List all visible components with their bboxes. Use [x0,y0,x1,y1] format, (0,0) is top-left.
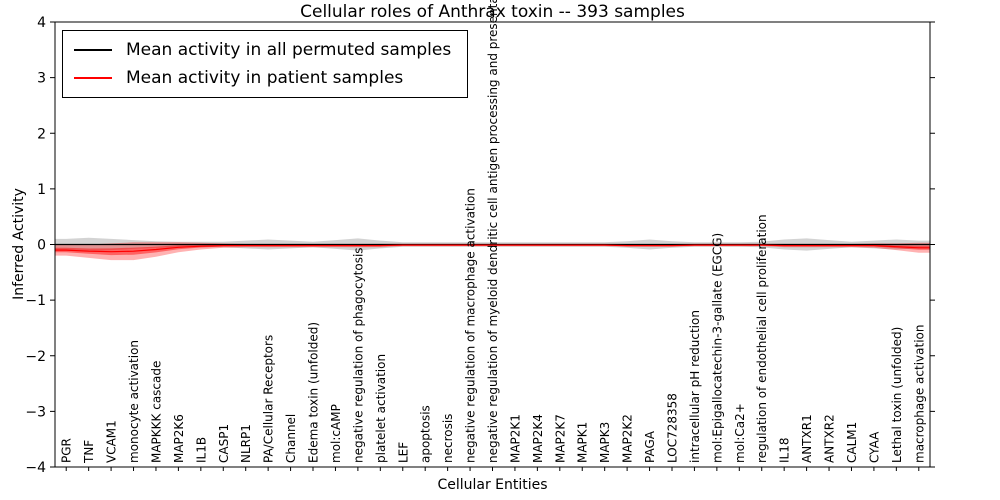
x-tick-label: MAP2K2 [621,414,635,463]
permuted-line-swatch [74,49,112,51]
x-tick-label: MAP2K1 [508,414,522,463]
x-tick-label: Lethal toxin (unfolded) [890,327,904,463]
x-tick-label: mol:cAMP [329,404,343,463]
x-tick-label: MAPK1 [576,422,590,463]
y-tick-label: 4 [37,15,46,31]
y-tick-label: −1 [25,293,46,309]
x-axis-label: Cellular Entities [437,477,548,493]
x-tick-label: LOC728358 [666,393,680,463]
x-tick-label: VCAM1 [105,420,119,463]
x-tick-label: Channel [284,414,298,463]
x-tick-label: regulation of endothelial cell prolifera… [755,214,769,463]
x-tick-label: mol:Ca2+ [733,403,747,463]
violin-patient [55,242,930,261]
legend-label-permuted: Mean activity in all permuted samples [126,40,452,60]
x-tick-label: PAGA [643,430,657,463]
x-tick-label: ANTXR2 [823,414,837,463]
x-tick-label: CYAA [867,431,881,463]
legend-label-patient: Mean activity in patient samples [126,68,404,88]
x-tick-label: MAPKKK cascade [150,361,164,463]
x-tick-label: IL1B [194,437,208,463]
x-tick-label: platelet activation [374,354,388,463]
x-tick-label: MAP2K6 [172,414,186,463]
x-tick-label: apoptosis [419,405,433,463]
y-tick-label: −2 [25,349,46,365]
x-tick-label: negative regulation of myeloid dendritic… [486,0,500,463]
x-tick-label: LEF [396,442,410,463]
x-tick-label: monocyte activation [127,340,141,463]
x-tick-label: negative regulation of phagocytosis [351,247,365,463]
x-tick-label: IL18 [778,438,792,464]
legend-item-patient: Mean activity in patient samples [74,68,451,88]
y-tick-label: 2 [37,126,46,142]
patient-line-swatch [74,77,112,79]
y-axis-label: Inferred Activity [11,188,27,300]
y-tick-label: −4 [25,460,46,476]
x-tick-label: PGR [60,438,74,463]
x-tick-label: MAP2K7 [553,414,567,463]
x-tick-label: MAP2K4 [531,414,545,463]
x-tick-label: PA/Cellular Receptors [262,335,276,463]
x-tick-label: intracellular pH reduction [688,310,702,463]
x-tick-label: MAPK3 [598,422,612,463]
x-tick-label: macrophage activation [912,325,926,463]
y-tick-label: 3 [37,71,46,87]
y-tick-label: −3 [25,404,46,420]
mean-line-patient [55,244,930,253]
legend: Mean activity in all permuted samples Me… [62,30,469,98]
x-tick-label: mol:Epigallocatechin-3-gallate (EGCG) [710,233,724,463]
x-tick-label: ANTXR1 [800,414,814,463]
y-tick-label: 0 [37,238,46,254]
y-tick-label: 1 [37,182,46,198]
x-tick-label: NLRP1 [239,424,253,463]
x-tick-label: CASP1 [217,424,231,463]
x-tick-label: negative regulation of macrophage activa… [464,188,478,463]
legend-item-permuted: Mean activity in all permuted samples [74,40,451,60]
x-tick-label: Edema toxin (unfolded) [307,322,321,463]
x-tick-label: necrosis [441,414,455,463]
x-tick-label: TNF [82,440,96,464]
x-tick-label: CALM1 [845,422,859,463]
